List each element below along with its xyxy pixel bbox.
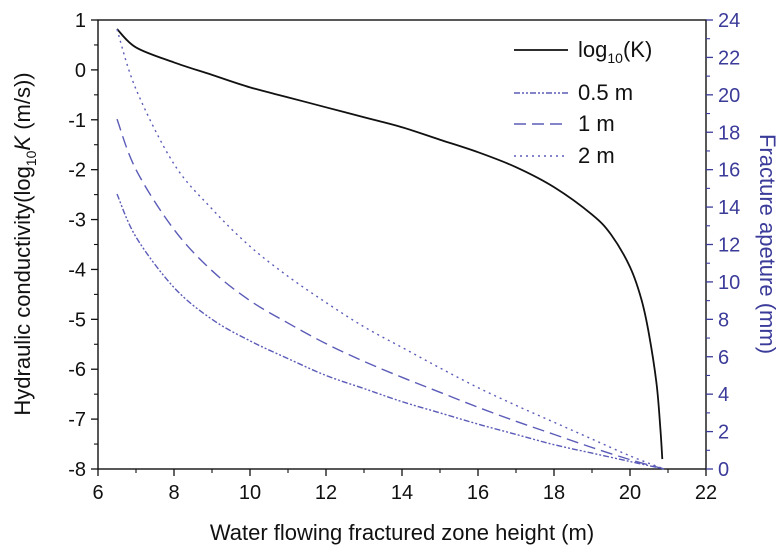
legend-item-logk: log10(K) (514, 37, 652, 66)
series-line-1-m (116, 118, 665, 470)
series-line-logk (116, 28, 664, 460)
y-left-tick-label: -2 (68, 160, 86, 182)
y-right-tick-label: 24 (718, 10, 740, 32)
y-left-tick-label: -4 (68, 259, 86, 281)
y-right-tick-label: 2 (718, 422, 729, 444)
legend-label-logk: log10(K) (578, 37, 652, 66)
legend-item-0-5m: 0.5 m (514, 80, 633, 105)
tick-layer: 6 8 10 12 14 16 18 20 2210-1-2-3-4-5-6-7-8242220… (68, 10, 740, 504)
legend-item-2m: 2 m (514, 143, 615, 168)
legend: log10(K) 0.5 m 1 m 2 m (514, 37, 652, 168)
y-left-tick-label: -5 (68, 309, 86, 331)
y-left-tick-label: -6 (68, 359, 86, 381)
x-tick-label: 6 (92, 482, 103, 504)
x-tick-label: 12 (315, 482, 337, 504)
y-left-tick-label: -1 (68, 110, 86, 132)
legend-item-1m: 1 m (514, 111, 615, 136)
y-right-tick-label: 10 (718, 272, 740, 294)
y-right-tick-label: 22 (718, 47, 740, 69)
y-right-tick-label: 6 (718, 347, 729, 369)
legend-label-2m: 2 m (578, 143, 615, 168)
x-axis-title: Water flowing fractured zone height (m) (210, 520, 594, 545)
y-right-axis-title: Fracture apeture (mm) (755, 134, 780, 354)
y-right-tick-label: 12 (718, 235, 740, 257)
series-line-2-m (116, 29, 665, 470)
y-right-tick-label: 4 (718, 384, 729, 406)
series-layer (116, 28, 665, 470)
y-right-tick-label: 16 (718, 160, 740, 182)
legend-label-1m: 1 m (578, 111, 615, 136)
x-tick-label: 20 (619, 482, 641, 504)
y-right-tick-label: 14 (718, 197, 740, 219)
x-tick-label: 22 (695, 482, 717, 504)
x-tick-label: 18 (543, 482, 565, 504)
x-tick-label: 14 (391, 482, 413, 504)
y-left-tick-label: -3 (68, 210, 86, 232)
y-left-tick-label: -7 (68, 409, 86, 431)
x-tick-label: 8 (168, 482, 179, 504)
series-line-0-5-m (116, 193, 665, 470)
y-right-tick-label: 20 (718, 85, 740, 107)
x-tick-label: 10 (239, 482, 261, 504)
y-right-tick-label: 0 (718, 459, 729, 481)
y-left-tick-label: -8 (68, 459, 86, 481)
y-left-tick-label: 1 (75, 10, 86, 32)
y-right-tick-label: 8 (718, 309, 729, 331)
y-right-tick-label: 18 (718, 122, 740, 144)
legend-label-0-5m: 0.5 m (578, 80, 633, 105)
x-tick-label: 16 (467, 482, 489, 504)
y-left-axis-title: Hydraulic conductivity(log10K (m/s)) (10, 72, 39, 415)
y-left-tick-label: 0 (75, 60, 86, 82)
